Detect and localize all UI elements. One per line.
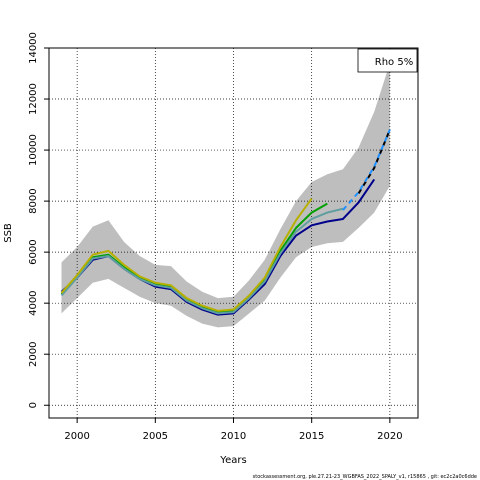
y-tick-label: 0 bbox=[28, 402, 39, 408]
x-tick-label: 2010 bbox=[221, 431, 246, 442]
tick-layer: 2000 2005 2010 2015 2020 0 2000 4000 6000 8000 100… bbox=[28, 32, 403, 442]
x-tick-label: 2005 bbox=[143, 431, 168, 442]
y-tick-label: 14000 bbox=[28, 32, 39, 64]
series-line-5 bbox=[357, 129, 391, 194]
x-axis-title: Years bbox=[219, 455, 246, 466]
y-axis-title: SSB bbox=[3, 223, 14, 243]
y-tick-label: 12000 bbox=[28, 83, 39, 115]
y-tick-label: 2000 bbox=[28, 341, 39, 366]
legend-box bbox=[357, 48, 418, 73]
confidence-band-layer bbox=[61, 63, 390, 328]
y-tick-label: 4000 bbox=[28, 290, 39, 315]
legend-label: Rho 5% bbox=[375, 57, 413, 68]
series-layer bbox=[60, 129, 391, 316]
confidence-band bbox=[61, 63, 390, 328]
series-line-2 bbox=[60, 202, 328, 314]
x-tick-label: 2000 bbox=[64, 431, 89, 442]
x-tick-label: 2015 bbox=[299, 431, 324, 442]
x-tick-label: 2020 bbox=[377, 431, 402, 442]
footer-note: stockassessment.org, ple.27.21-23_WGBFAS… bbox=[253, 474, 477, 480]
y-tick-label: 8000 bbox=[28, 188, 39, 213]
series-line-4 bbox=[60, 197, 313, 312]
plot-frame bbox=[48, 47, 419, 419]
series-line-3 bbox=[60, 207, 344, 315]
series-line-6 bbox=[342, 129, 391, 211]
y-tick-label: 10000 bbox=[28, 134, 39, 166]
y-tick-label: 6000 bbox=[28, 239, 39, 264]
legend: Rho 5% bbox=[357, 48, 418, 73]
